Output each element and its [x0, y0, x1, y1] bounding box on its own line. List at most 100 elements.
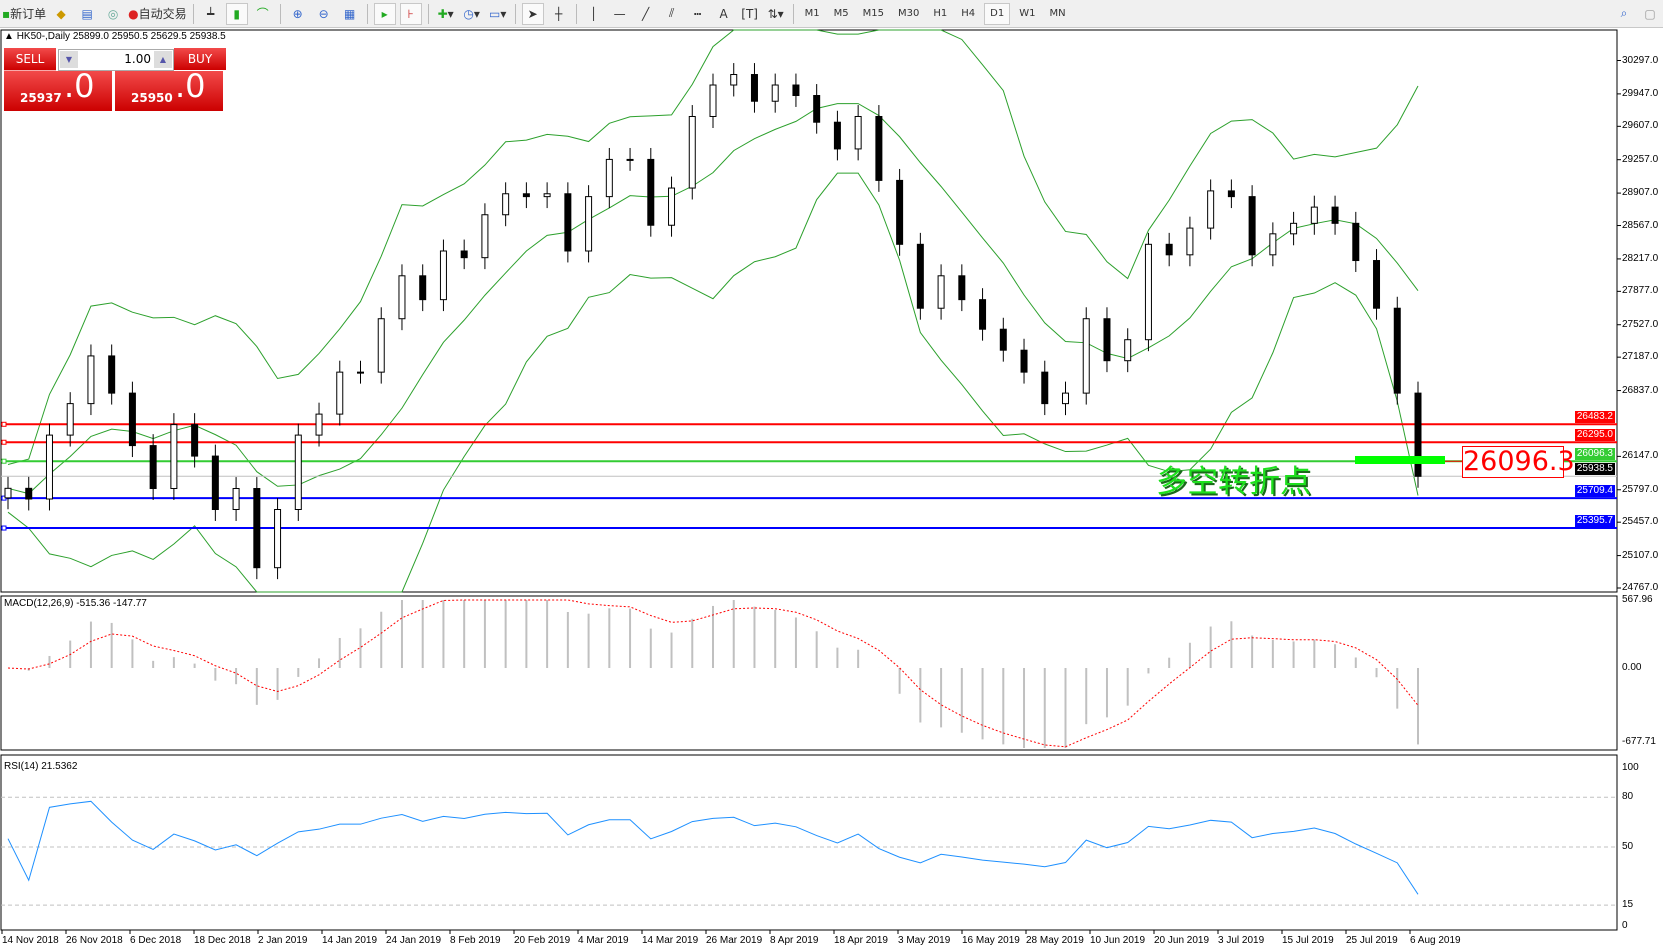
lot-increase-button[interactable]: ▲: [154, 51, 172, 68]
macd-axis-label: 567.96: [1622, 594, 1653, 605]
candle-bearish: [522, 193, 530, 198]
timeframe-mn[interactable]: MN: [1049, 8, 1066, 19]
price-axis-label: 27187.0: [1622, 351, 1659, 363]
text-button[interactable]: A: [713, 3, 735, 25]
horizontal-line-button[interactable]: —: [609, 3, 631, 25]
timeframe-m15[interactable]: M15: [862, 8, 885, 19]
date-axis-label: 20 Feb 2019: [514, 935, 571, 946]
timeframe-m5[interactable]: M5: [833, 8, 849, 19]
auto-scroll-button[interactable]: ▸: [373, 2, 396, 25]
candle-bullish: [274, 509, 282, 569]
templates-button[interactable]: ▭ ▾: [488, 6, 507, 21]
timeframe-d1[interactable]: D1: [984, 2, 1011, 25]
candle-bullish: [294, 434, 302, 511]
candle-bearish: [1352, 222, 1360, 262]
fibo-expansion-button[interactable]: ⫽: [661, 3, 683, 25]
indicators-icon: ✚: [437, 6, 448, 21]
signals-button[interactable]: ◎: [102, 3, 124, 25]
macd-axis-label: -677.71: [1622, 736, 1656, 747]
candle-bullish: [1310, 206, 1318, 224]
candle-bearish: [1373, 260, 1381, 309]
date-axis-label: 10 Jun 2019: [1090, 935, 1146, 946]
date-axis-label: 4 Mar 2019: [578, 935, 629, 946]
chat-icon: ▢: [1644, 6, 1656, 21]
sell-price-button[interactable]: 25937 .0: [4, 67, 112, 111]
line-chart-button[interactable]: ⌒: [252, 3, 274, 25]
signals-icon: ◎: [107, 6, 119, 21]
candlestick-button[interactable]: ▮: [225, 2, 248, 25]
lot-decrease-button[interactable]: ▼: [60, 51, 78, 68]
candle-bullish: [398, 275, 406, 320]
hline-price-label: 26096.3: [1574, 448, 1615, 461]
auto-trading-button[interactable]: ● 自动交易: [128, 6, 187, 22]
trendline-icon: ╱: [642, 6, 650, 21]
cursor-button[interactable]: ➤: [521, 2, 544, 25]
timeframe-h4[interactable]: H4: [961, 8, 976, 19]
trendline-button[interactable]: ╱: [635, 3, 657, 25]
vertical-line-button[interactable]: │: [583, 3, 605, 25]
candle-bearish: [1248, 196, 1256, 256]
zoom-in-button[interactable]: ⊕: [287, 3, 309, 25]
separator: [792, 3, 794, 24]
market-watch-button[interactable]: ◆: [50, 3, 72, 25]
candle-bullish: [170, 424, 178, 490]
chart-canvas[interactable]: [0, 28, 1663, 950]
crosshair-button[interactable]: ┼: [548, 3, 570, 25]
timeframe-h1[interactable]: H1: [933, 8, 948, 19]
candle-bearish: [1414, 392, 1422, 477]
candle-bullish: [585, 196, 593, 252]
zoom-out-button[interactable]: ⊖: [313, 3, 335, 25]
candle-bearish: [647, 158, 655, 226]
candle-bullish: [336, 371, 344, 415]
bar-chart-button[interactable]: ┷: [200, 3, 222, 25]
candle-bearish: [875, 115, 883, 181]
search-button[interactable]: ⌕: [1613, 3, 1635, 25]
pane-frame-1: [0, 595, 1618, 751]
candle-bearish: [1020, 349, 1028, 373]
rsi-title: RSI(14) 21.5362: [4, 761, 78, 772]
lot-size-field[interactable]: ▼ 1.00 ▲: [58, 49, 174, 71]
price-axis-label: 27877.0: [1622, 285, 1659, 297]
periods-button[interactable]: ◷ ▾: [463, 6, 480, 21]
timeframe-m1[interactable]: M1: [804, 8, 820, 19]
date-axis-label: 3 Jul 2019: [1218, 935, 1265, 946]
fibo-fan-button[interactable]: ┅: [687, 3, 709, 25]
separator: [192, 3, 194, 24]
separator: [366, 3, 368, 24]
separator: [514, 3, 516, 24]
arrows-button[interactable]: ⇅ ▾: [767, 6, 784, 21]
timeframe-m30[interactable]: M30: [898, 8, 920, 19]
sell-button[interactable]: SELL: [4, 48, 56, 71]
candle-bearish: [564, 193, 572, 252]
text-label-button[interactable]: [T]: [739, 3, 761, 25]
date-axis-label: 20 Jun 2019: [1154, 935, 1210, 946]
timeframe-w1[interactable]: W1: [1019, 8, 1036, 19]
turning-point-annotation[interactable]: 多空转折点: [1156, 464, 1311, 500]
candle-bullish: [771, 84, 779, 102]
hline-price-label: 26483.2: [1574, 411, 1615, 424]
price-label-box[interactable]: 26096.3: [1462, 446, 1575, 478]
lot-size-value[interactable]: 1.00: [124, 52, 151, 66]
date-axis-label: 3 May 2019: [898, 935, 951, 946]
chat-button[interactable]: ▢: [1639, 3, 1661, 25]
buy-price-button[interactable]: 25950 .0: [115, 67, 223, 111]
chart-header: ▲ HK50-,Daily 25899.0 25950.5 25629.5 25…: [4, 31, 226, 42]
date-axis-label: 6 Aug 2019: [1410, 935, 1461, 946]
price-axis-label: 28907.0: [1622, 187, 1659, 199]
navigator-button[interactable]: ▤: [76, 3, 98, 25]
new-order-button[interactable]: ▪ 新订单: [2, 6, 47, 22]
candlestick-icon: ▮: [233, 6, 240, 21]
hline-price-label: 25395.7: [1574, 515, 1615, 528]
rsi-axis-label: 100: [1622, 762, 1639, 773]
pane-frame-0: [0, 29, 1618, 593]
buy-button[interactable]: BUY: [174, 48, 226, 70]
macd-title: MACD(12,26,9) -515.36 -147.77: [4, 598, 147, 609]
date-axis-label: 18 Dec 2018: [194, 935, 251, 946]
indicators-button[interactable]: ✚ ▾: [437, 6, 454, 21]
chart-shift-icon: ⊦: [407, 6, 414, 21]
text-icon: A: [719, 6, 728, 21]
chart-shift-button[interactable]: ⊦: [399, 2, 422, 25]
zoom-out-icon: ⊖: [318, 6, 329, 21]
separator: [427, 3, 429, 24]
tile-windows-button[interactable]: ▦: [339, 3, 361, 25]
